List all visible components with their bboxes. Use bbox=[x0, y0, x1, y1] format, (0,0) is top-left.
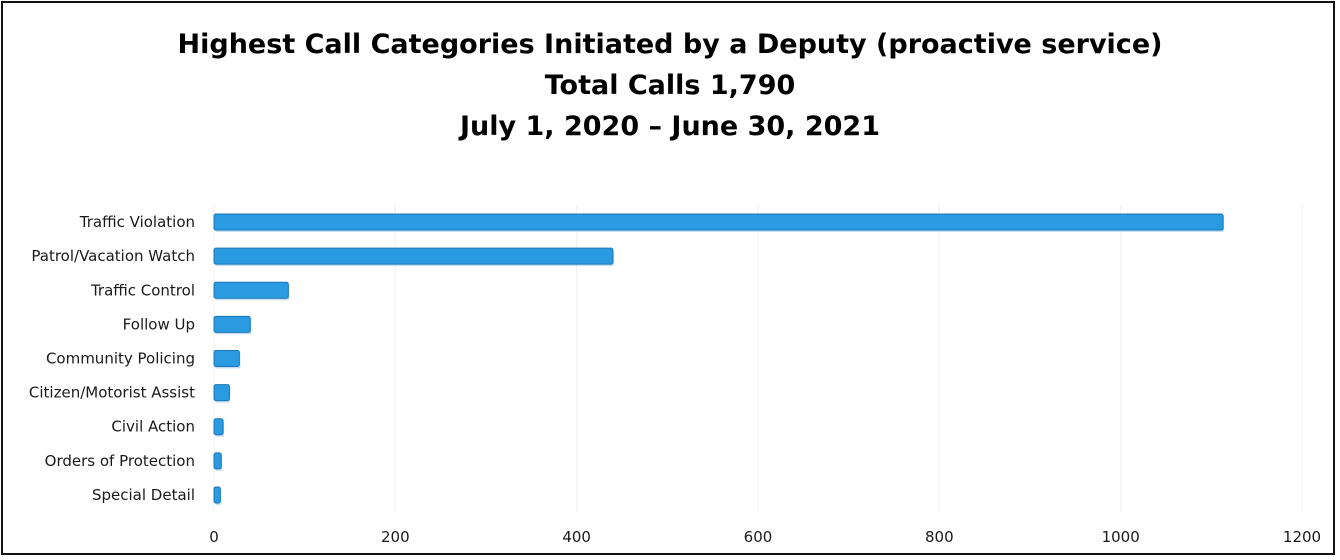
bar-orders-of-protection bbox=[213, 452, 222, 470]
x-tick-label: 1000 bbox=[1102, 528, 1140, 546]
category-labels: Traffic Violation Patrol/Vacation Watch Tr… bbox=[29, 213, 195, 504]
bar-traffic-control bbox=[213, 281, 289, 299]
category-label: Patrol/Vacation Watch bbox=[31, 247, 195, 265]
x-tick-label: 200 bbox=[381, 528, 410, 546]
bar-traffic-violation bbox=[213, 213, 1224, 231]
x-tick-label: 400 bbox=[562, 528, 591, 546]
category-label: Follow Up bbox=[123, 315, 195, 333]
bars bbox=[213, 213, 1225, 505]
category-label: Community Policing bbox=[46, 350, 195, 368]
bar-civil-action bbox=[213, 418, 224, 436]
x-axis-tick-labels: 0 200 400 600 800 1000 1200 bbox=[209, 528, 1321, 546]
chart-subtitle-total: Total Calls 1,790 bbox=[544, 70, 796, 101]
category-label: Traffic Violation bbox=[79, 213, 195, 231]
chart-title: Highest Call Categories Initiated by a D… bbox=[177, 29, 1163, 60]
bar-citizen-motorist-assist bbox=[213, 384, 230, 402]
x-tick-label: 600 bbox=[744, 528, 773, 546]
chart-title-block: Highest Call Categories Initiated by a D… bbox=[0, 24, 1340, 147]
bar-follow-up bbox=[213, 315, 251, 333]
x-tick-label: 0 bbox=[209, 528, 219, 546]
category-label: Citizen/Motorist Assist bbox=[29, 384, 195, 402]
bar-patrol-vacation-watch bbox=[213, 247, 614, 265]
bar-special-detail bbox=[213, 486, 221, 504]
chart-subtitle-dates: July 1, 2020 – June 30, 2021 bbox=[460, 111, 880, 142]
category-label: Civil Action bbox=[111, 418, 195, 436]
category-label: Traffic Control bbox=[90, 281, 195, 299]
category-label: Special Detail bbox=[92, 486, 195, 504]
category-label: Orders of Protection bbox=[45, 452, 195, 470]
x-tick-label: 800 bbox=[925, 528, 954, 546]
bar-community-policing bbox=[213, 350, 240, 367]
x-tick-label: 1200 bbox=[1283, 528, 1321, 546]
